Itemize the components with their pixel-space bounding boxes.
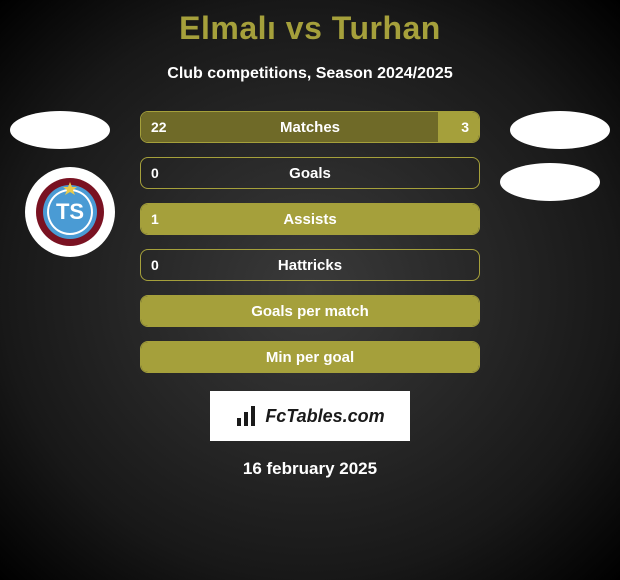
trabzonspor-icon: TS xyxy=(34,176,106,248)
stat-row: Assists1 xyxy=(140,203,480,235)
bar-value-left: 22 xyxy=(151,119,167,135)
stat-row: Goals per match xyxy=(140,295,480,327)
stat-row: Goals0 xyxy=(140,157,480,189)
comparison-content: TS Matches223Goals0Assists1Hattricks0Goa… xyxy=(0,111,620,373)
svg-text:TS: TS xyxy=(56,199,84,224)
player-left-avatar xyxy=(10,111,110,149)
club-left-badge: TS xyxy=(25,167,115,257)
bar-label: Min per goal xyxy=(141,349,479,366)
bar-value-left: 0 xyxy=(151,257,159,273)
background: Elmalı vs Turhan Club competitions, Seas… xyxy=(0,0,620,580)
stat-row: Matches22 3 xyxy=(140,111,480,143)
page-title: Elmalı vs Turhan xyxy=(0,0,620,47)
bars-icon xyxy=(235,404,259,428)
club-right-badge xyxy=(500,163,600,201)
bar-value-right: 3 xyxy=(461,119,469,135)
brand-box: FcTables.com xyxy=(210,391,410,441)
bar-label: Hattricks xyxy=(141,257,479,274)
bar-value-left: 1 xyxy=(151,211,159,227)
bar-label: Goals xyxy=(141,165,479,182)
bar-value-left: 0 xyxy=(151,165,159,181)
brand-text: FcTables.com xyxy=(265,406,384,427)
subtitle: Club competitions, Season 2024/2025 xyxy=(0,65,620,83)
stat-row: Min per goal xyxy=(140,341,480,373)
player-right-avatar xyxy=(510,111,610,149)
stat-row: Hattricks0 xyxy=(140,249,480,281)
stat-bars: Matches223Goals0Assists1Hattricks0Goals … xyxy=(140,111,480,373)
date-text: 16 february 2025 xyxy=(0,459,620,479)
bar-label: Assists xyxy=(141,211,479,228)
bar-label: Matches xyxy=(141,119,479,136)
bar-label: Goals per match xyxy=(141,303,479,320)
